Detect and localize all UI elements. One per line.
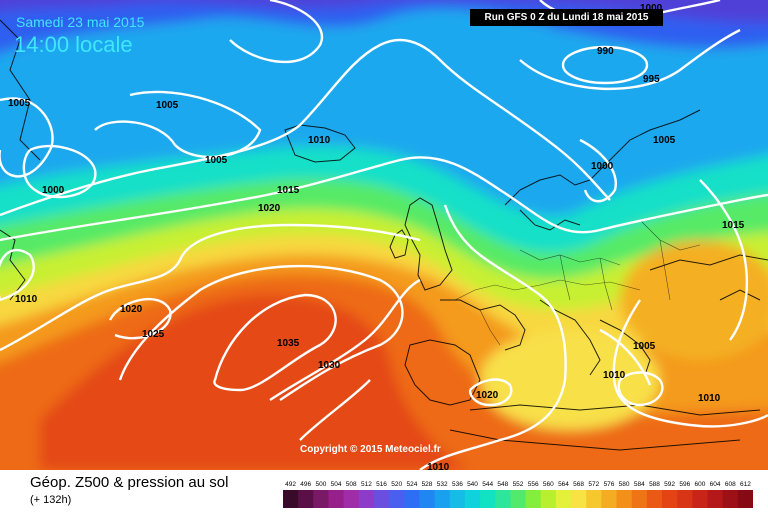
scale-swatch bbox=[358, 490, 375, 508]
scale-label: 548 bbox=[497, 481, 508, 488]
scale-label: 500 bbox=[315, 481, 326, 488]
scale-label: 568 bbox=[573, 481, 584, 488]
scale-label: 496 bbox=[300, 481, 311, 488]
geopotential-map: 1000 990 995 1005 1005 1005 1010 1000 10… bbox=[0, 0, 768, 470]
scale-swatch bbox=[616, 490, 633, 508]
scale-swatch bbox=[434, 490, 451, 508]
isobar-label: 990 bbox=[597, 46, 614, 57]
scale-swatch bbox=[722, 490, 739, 508]
isobar-label: 1030 bbox=[318, 360, 341, 371]
z500-color-field bbox=[0, 0, 768, 470]
scale-swatch bbox=[571, 490, 587, 508]
scale-label: 572 bbox=[588, 481, 599, 488]
scale-label: 580 bbox=[619, 481, 630, 488]
scale-swatch bbox=[374, 490, 390, 508]
scale-swatch bbox=[449, 490, 466, 508]
isobar-label: 1035 bbox=[277, 338, 300, 349]
isobar-label: 1005 bbox=[205, 155, 228, 166]
scale-label: 604 bbox=[710, 481, 721, 488]
scale-swatch bbox=[404, 490, 420, 508]
scale-swatch bbox=[480, 490, 496, 508]
scale-swatch bbox=[495, 490, 511, 508]
scale-label: 556 bbox=[528, 481, 539, 488]
scale-label: 596 bbox=[679, 481, 690, 488]
scale-swatch bbox=[343, 490, 360, 508]
chart-title: Géop. Z500 & pression au sol bbox=[30, 474, 229, 491]
scale-swatch bbox=[646, 490, 663, 508]
isobar-label: 1020 bbox=[476, 390, 499, 401]
scale-label: 540 bbox=[467, 481, 478, 488]
scale-swatch bbox=[328, 490, 345, 508]
forecast-time: 14:00 locale bbox=[14, 32, 133, 57]
scale-label: 508 bbox=[346, 481, 357, 488]
scale-label: 516 bbox=[376, 481, 387, 488]
copyright-notice: Copyright © 2015 Meteociel.fr bbox=[300, 444, 441, 455]
scale-swatch bbox=[555, 490, 572, 508]
scale-label: 600 bbox=[694, 481, 705, 488]
scale-label: 584 bbox=[634, 481, 645, 488]
isobar-label: 1010 bbox=[15, 294, 38, 305]
isobar-label: 1020 bbox=[120, 304, 143, 315]
scale-label: 532 bbox=[437, 481, 448, 488]
scale-swatch bbox=[586, 490, 602, 508]
coastlines bbox=[0, 19, 768, 451]
isobar-label: 1025 bbox=[142, 329, 165, 340]
scale-label: 492 bbox=[285, 481, 296, 488]
model-run-label: Run GFS 0 Z du Lundi 18 mai 2015 bbox=[470, 9, 663, 26]
scale-label: 564 bbox=[558, 481, 569, 488]
isobar-label: 1010 bbox=[308, 135, 331, 146]
isobar-label: 1000 bbox=[42, 185, 65, 196]
forecast-lead-time: (+ 132h) bbox=[30, 494, 72, 506]
scale-label: 524 bbox=[406, 481, 417, 488]
scale-swatch bbox=[464, 490, 481, 508]
scale-label: 576 bbox=[604, 481, 615, 488]
scale-swatch bbox=[677, 490, 693, 508]
color-scale-legend: 492 496 500 504 508 512 516 520 524 528 532 536 540 5… bbox=[283, 481, 753, 508]
isobar-label: 1020 bbox=[258, 203, 281, 214]
scale-label: 512 bbox=[361, 481, 372, 488]
isobar-label: 995 bbox=[643, 74, 660, 85]
isobar-label: 1005 bbox=[156, 100, 179, 111]
forecast-date: Samedi 23 mai 2015 bbox=[16, 14, 145, 30]
isobar-label: 1010 bbox=[427, 462, 450, 470]
scale-label: 520 bbox=[391, 481, 402, 488]
isobar-label: 1015 bbox=[722, 220, 745, 231]
scale-swatch bbox=[313, 490, 329, 508]
isobar-label: 1010 bbox=[698, 393, 721, 404]
country-borders bbox=[454, 219, 701, 346]
isobar-labels: 1000 990 995 1005 1005 1005 1010 1000 10… bbox=[8, 3, 745, 470]
scale-swatch bbox=[419, 490, 436, 508]
isobar-label: 1005 bbox=[653, 135, 676, 146]
scale-swatch bbox=[707, 490, 724, 508]
isobar-label: 1010 bbox=[603, 370, 626, 381]
scale-swatch bbox=[540, 490, 557, 508]
scale-swatch bbox=[662, 490, 678, 508]
scale-label: 544 bbox=[482, 481, 493, 488]
isobar-label: 1015 bbox=[277, 185, 300, 196]
scale-swatch bbox=[692, 490, 709, 508]
scale-swatch bbox=[601, 490, 618, 508]
scale-label: 612 bbox=[740, 481, 751, 488]
scale-label: 552 bbox=[513, 481, 524, 488]
isobar-label: 1005 bbox=[8, 98, 31, 109]
scale-label: 588 bbox=[649, 481, 660, 488]
scale-label: 560 bbox=[543, 481, 554, 488]
scale-swatch bbox=[631, 490, 648, 508]
isobars bbox=[0, 0, 768, 470]
scale-swatch bbox=[283, 490, 299, 508]
scale-label: 608 bbox=[725, 481, 736, 488]
scale-swatch bbox=[298, 490, 314, 508]
scale-label: 536 bbox=[452, 481, 463, 488]
scale-label: 504 bbox=[331, 481, 342, 488]
scale-swatch bbox=[737, 490, 753, 508]
isobar-label: 1005 bbox=[633, 341, 656, 352]
scale-swatch bbox=[525, 490, 542, 508]
scale-swatch bbox=[389, 490, 405, 508]
scale-swatch bbox=[510, 490, 527, 508]
scale-label: 528 bbox=[422, 481, 433, 488]
isobar-label: 1000 bbox=[591, 161, 614, 172]
scale-label: 592 bbox=[664, 481, 675, 488]
isobar-label: 1000 bbox=[640, 3, 663, 14]
